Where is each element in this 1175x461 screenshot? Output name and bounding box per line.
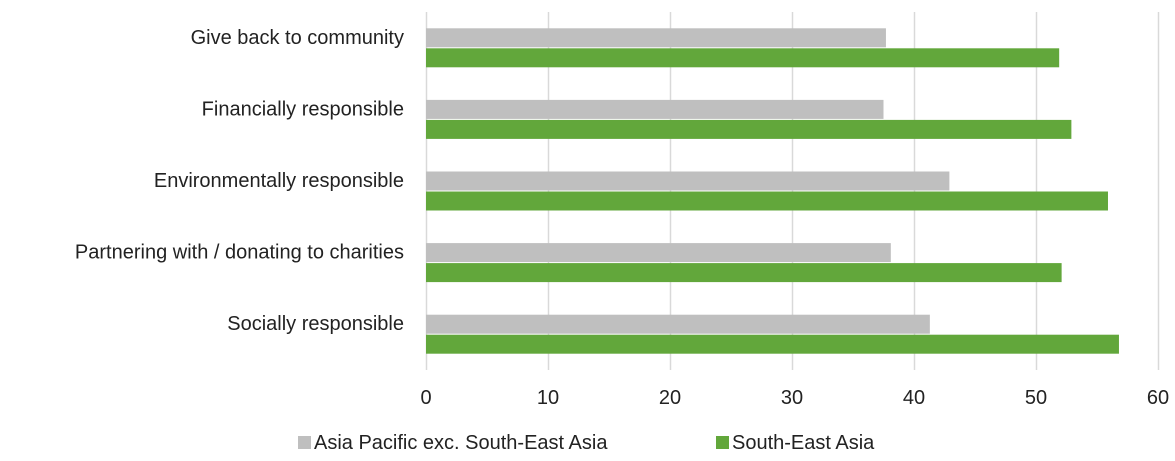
legend-label-1: South-East Asia: [732, 432, 875, 454]
bar-asia-pacific-1: [426, 99, 884, 119]
x-tick-label-50: 50: [1025, 387, 1047, 409]
bar-asia-pacific-4: [426, 314, 930, 334]
x-tick-label-40: 40: [903, 387, 925, 409]
category-label-0: Give back to community: [191, 27, 404, 49]
legend: Asia Pacific exc. South-East Asia South-E…: [298, 432, 875, 454]
x-tick-label-20: 20: [659, 387, 681, 409]
bar-south-east-asia-0: [426, 48, 1060, 68]
x-tick-label-0: 0: [420, 387, 431, 409]
legend-swatch-0: [298, 436, 311, 449]
bar-south-east-asia-1: [426, 119, 1072, 139]
category-label-3: Partnering with / donating to charities: [75, 242, 404, 264]
category-labels: Give back to community Financially respon…: [75, 27, 404, 335]
category-label-1: Financially responsible: [202, 98, 404, 120]
bar-asia-pacific-2: [426, 171, 950, 191]
x-tick-label-60: 60: [1147, 387, 1169, 409]
legend-swatch-1: [716, 436, 729, 449]
x-tick-label-30: 30: [781, 387, 803, 409]
bars: [426, 28, 1119, 354]
bar-asia-pacific-3: [426, 243, 891, 263]
category-label-2: Environmentally responsible: [154, 170, 404, 192]
bar-south-east-asia-4: [426, 334, 1119, 354]
bar-south-east-asia-2: [426, 191, 1108, 211]
bar-asia-pacific-0: [426, 28, 886, 48]
legend-label-0: Asia Pacific exc. South-East Asia: [314, 432, 608, 454]
bar-south-east-asia-3: [426, 263, 1062, 283]
x-axis-ticks: 0 10 20 30 40 50 60: [420, 387, 1169, 409]
gridlines: [425, 12, 1160, 370]
category-label-4: Socially responsible: [227, 313, 404, 335]
x-tick-label-10: 10: [537, 387, 559, 409]
